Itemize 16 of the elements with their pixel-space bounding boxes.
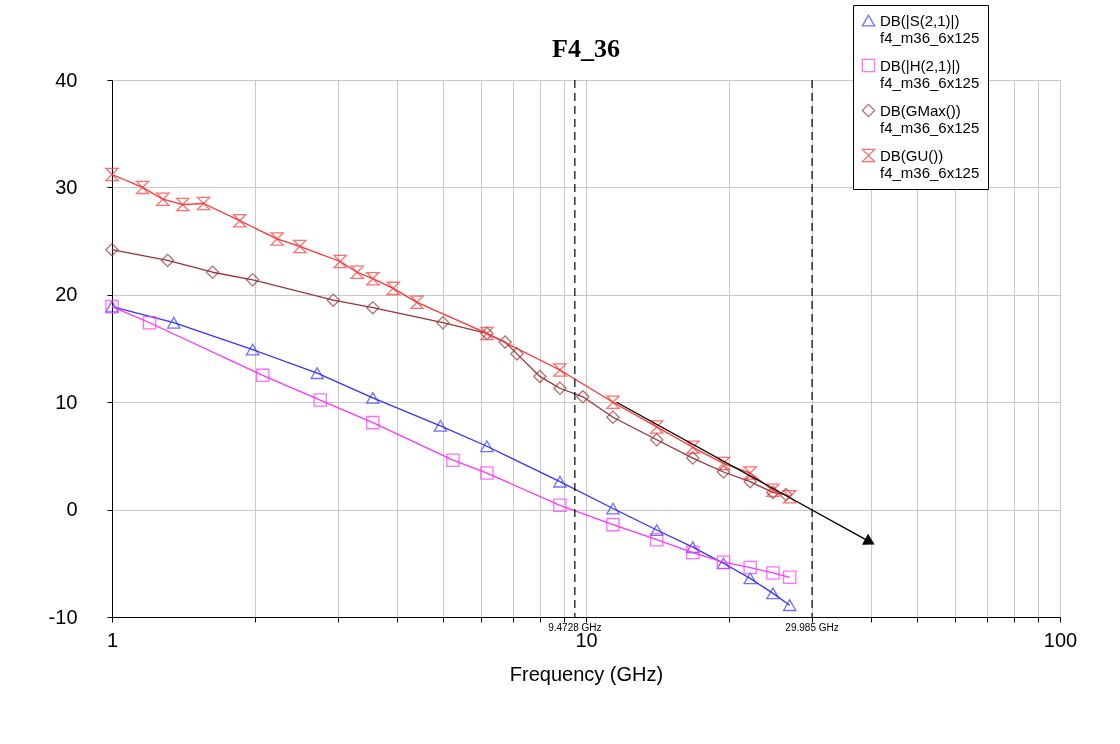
- legend-label: DB(|H(2,1)|) f4_m36_6x125: [880, 56, 980, 91]
- x-tick-label: 100: [1043, 628, 1078, 651]
- y-tick-label: 0: [66, 498, 78, 521]
- y-tick-label: 10: [55, 390, 78, 413]
- legend-label: DB(|S(2,1)|) f4_m36_6x125: [880, 11, 980, 46]
- y-tick-label: -10: [48, 605, 78, 628]
- ref-line-label: 9.4728 GHz: [548, 622, 602, 633]
- x-tick-label: 1: [106, 628, 119, 651]
- chart-title: F4_36: [552, 34, 620, 63]
- legend-label: DB(GU()) f4_m36_6x125: [880, 146, 980, 181]
- x-axis-title: Frequency (GHz): [509, 662, 664, 685]
- y-tick-label: 30: [55, 175, 78, 198]
- y-tick-label: 20: [55, 283, 78, 306]
- y-tick-label: 40: [55, 68, 78, 91]
- legend-label: DB(GMax()) f4_m36_6x125: [880, 101, 980, 136]
- ref-line-label: 29.985 GHz: [785, 622, 839, 633]
